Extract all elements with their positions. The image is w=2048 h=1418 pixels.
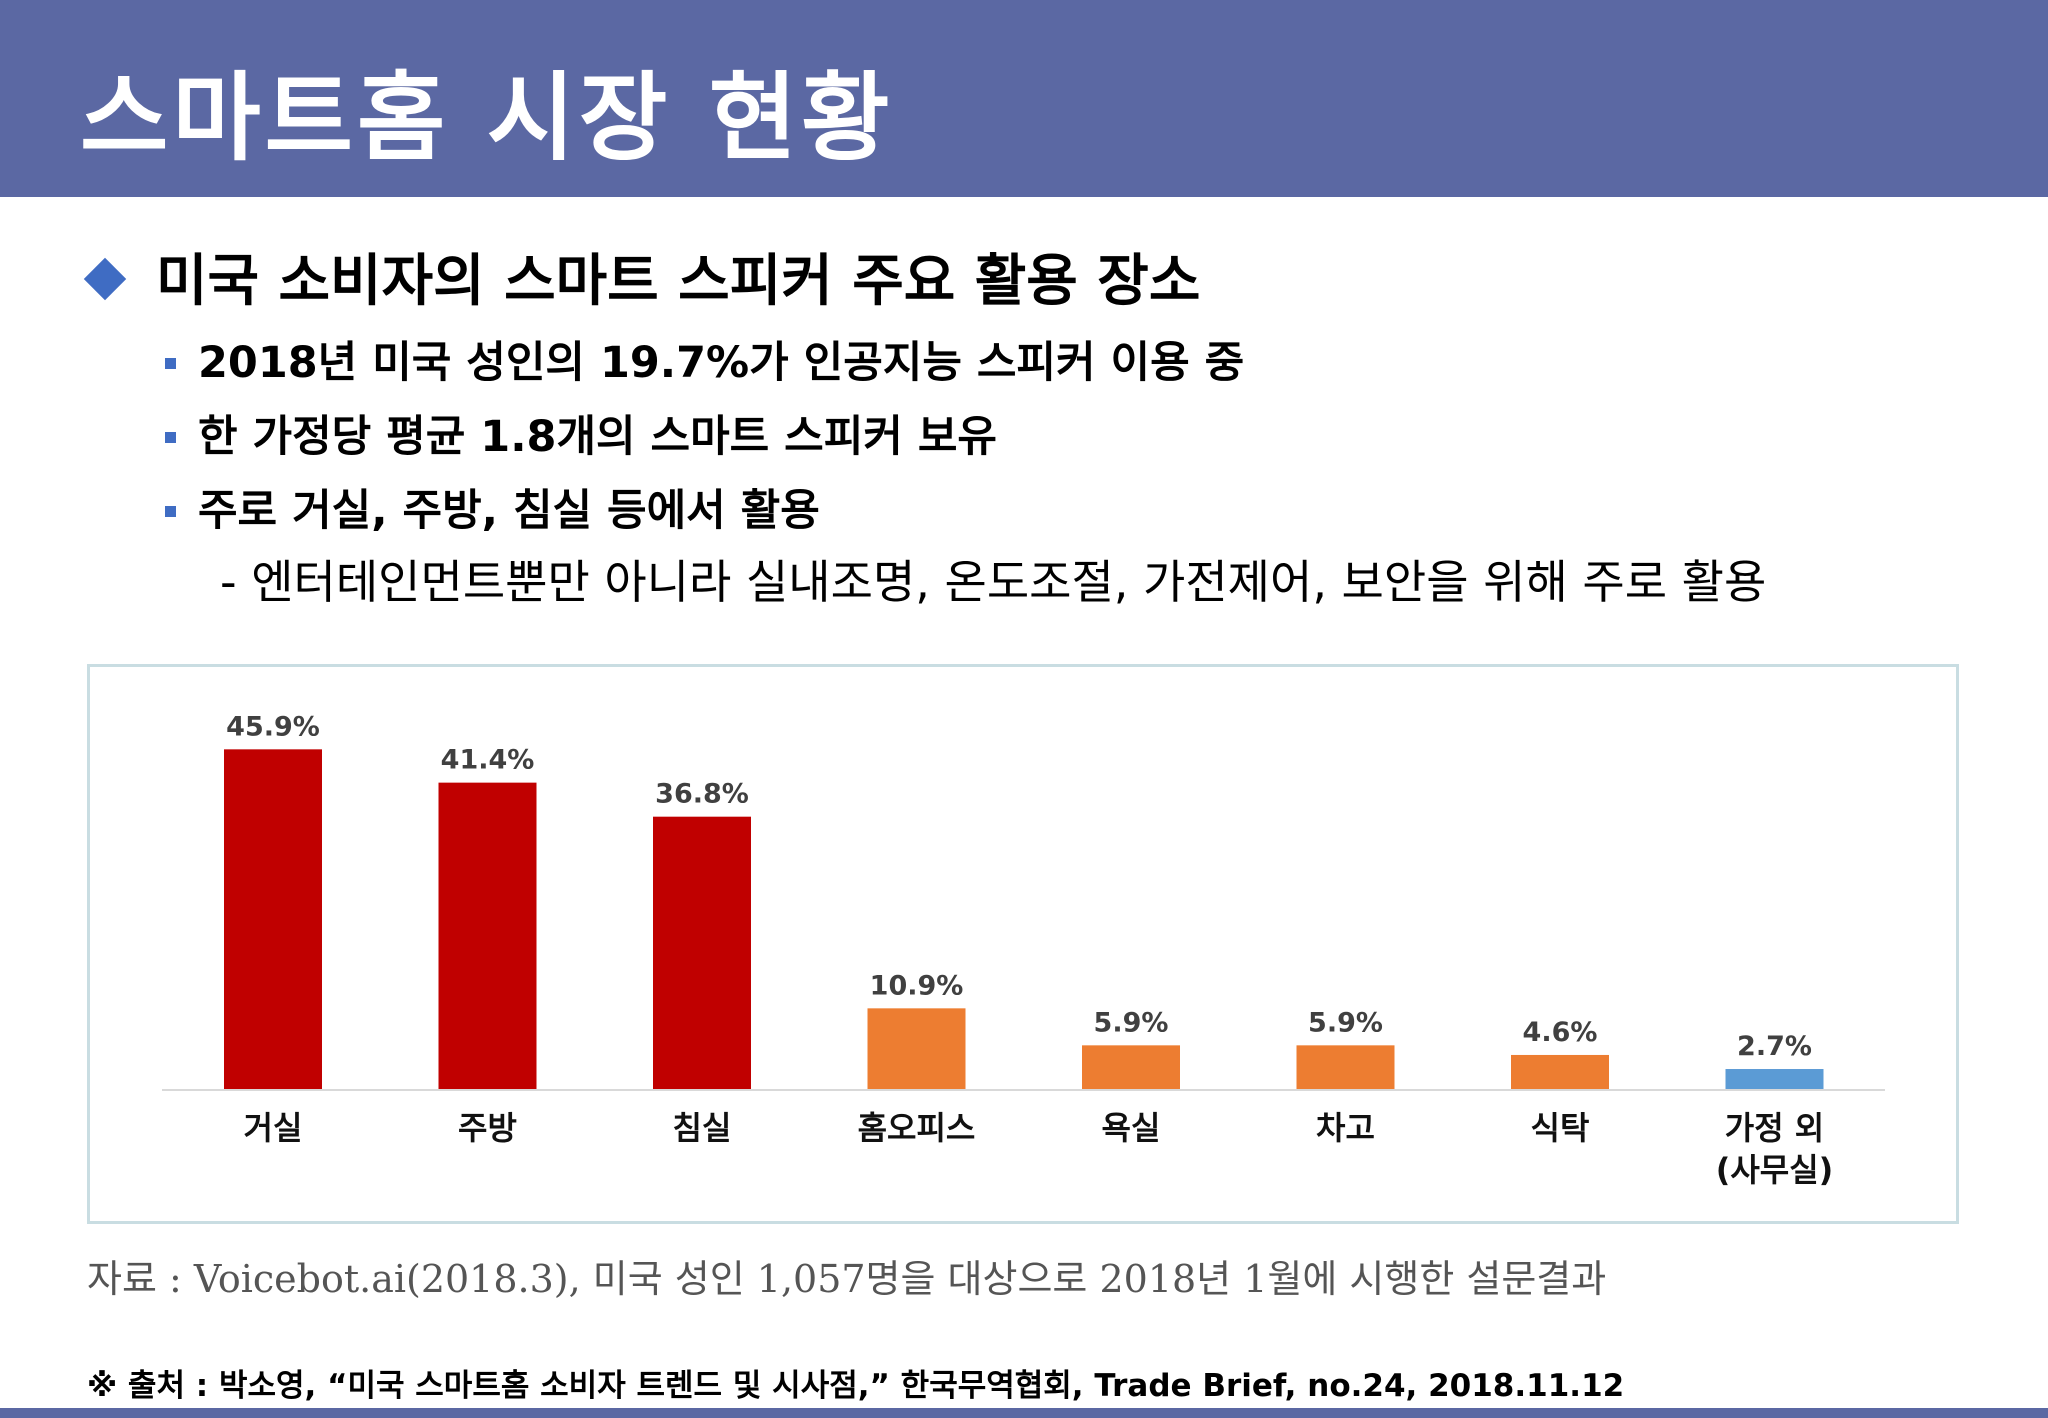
category-label: 주방: [458, 1109, 517, 1147]
bullet-text: 한 가정당 평균 1.8개의 스마트 스피커 보유: [198, 412, 997, 462]
category-label: 거실: [244, 1109, 303, 1147]
data-label: 5.9%: [1308, 1007, 1383, 1038]
bar: [438, 782, 537, 1089]
category-label: 차고: [1316, 1109, 1375, 1147]
bar: [867, 1008, 966, 1089]
category-label: 가정 외: [1725, 1109, 1824, 1147]
bullet-item: 주로 거실, 주방, 침실 등에서 활용: [165, 476, 820, 538]
data-label: 2.7%: [1737, 1031, 1812, 1062]
citation-footnote: ※ 출처 : 박소영, “미국 스마트홈 소비자 트렌드 및 시사점,” 한국무…: [87, 1368, 1625, 1404]
section-heading-text: 미국 소비자의 스마트 스피커 주요 활용 장소: [156, 249, 1201, 314]
data-label: 41.4%: [441, 745, 535, 776]
category-label: (사무실): [1716, 1151, 1834, 1189]
bullet-item: 2018년 미국 성인의 19.7%가 인공지능 스피커 이용 중: [165, 328, 1244, 390]
square-bullet-icon: [165, 506, 176, 517]
bar: [1082, 1045, 1180, 1089]
bar: [653, 816, 751, 1089]
bar: [1296, 1045, 1395, 1089]
bar: [1725, 1069, 1824, 1089]
sub-bullet: - 엔터테인먼트뿐만 아니라 실내조명, 온도조절, 가전제어, 보안을 위해 …: [220, 555, 1767, 609]
category-label: 식탁: [1531, 1109, 1590, 1147]
bullet-text: 2018년 미국 성인의 19.7%가 인공지능 스피커 이용 중: [198, 338, 1245, 388]
category-label: 홈오피스: [858, 1109, 976, 1147]
square-bullet-icon: [165, 358, 176, 369]
bullet-item: 한 가정당 평균 1.8개의 스마트 스피커 보유: [165, 402, 997, 464]
bar-chart: 45.9% 거실 41.4% 주방 36.8% 침실 10.9% 홈오피스 5.9% 욕실 5.9%…: [162, 711, 1885, 1189]
data-label: 10.9%: [870, 970, 964, 1001]
chart-frame: 45.9% 거실 41.4% 주방 36.8% 침실 10.9% 홈오피스 5.9% 욕실 5.9%…: [87, 664, 1959, 1224]
category-label: 욕실: [1102, 1109, 1161, 1147]
data-label: 5.9%: [1094, 1007, 1169, 1038]
section-heading: 미국 소비자의 스마트 스피커 주요 활용 장소: [83, 236, 1201, 317]
data-label: 45.9%: [226, 711, 320, 742]
title-bar: 스마트홈 시장 현황: [0, 0, 2048, 197]
square-bullet-icon: [165, 432, 176, 443]
diamond-bullet-icon: [83, 257, 127, 301]
data-source-note: 자료 : Voicebot.ai(2018.3), 미국 성인 1,057명을 …: [87, 1257, 1607, 1301]
bottom-bar: [0, 1408, 2048, 1418]
data-label: 4.6%: [1523, 1017, 1598, 1048]
page-title: 스마트홈 시장 현황: [80, 62, 894, 174]
bar: [224, 749, 322, 1089]
bullet-text: 주로 거실, 주방, 침실 등에서 활용: [198, 486, 820, 536]
data-label: 36.8%: [655, 779, 749, 810]
category-label: 침실: [673, 1109, 732, 1147]
bar: [1511, 1054, 1609, 1089]
